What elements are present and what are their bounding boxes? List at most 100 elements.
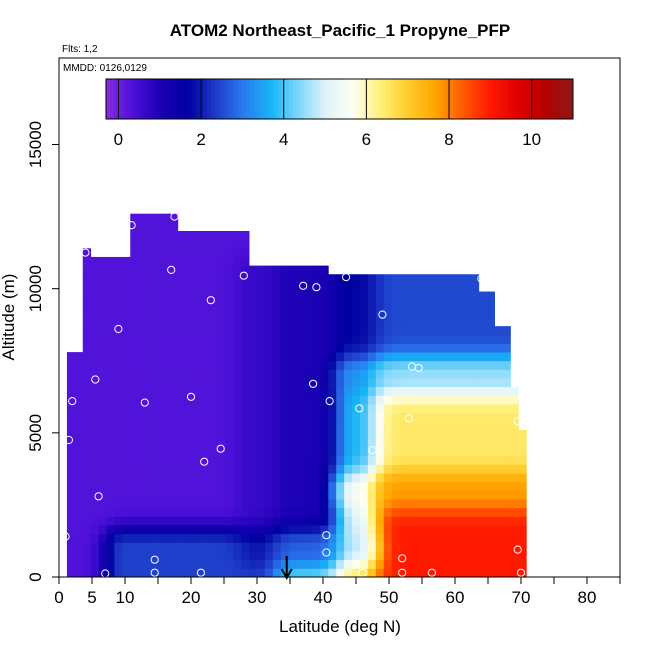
heatmap-cell bbox=[455, 404, 464, 414]
heatmap-cell bbox=[106, 421, 115, 431]
heatmap-cell bbox=[336, 481, 345, 491]
heatmap-cell bbox=[455, 429, 464, 439]
heatmap-cell bbox=[288, 429, 297, 439]
heatmap-cell bbox=[193, 551, 202, 561]
heatmap-cell bbox=[138, 300, 147, 310]
heatmap-cell bbox=[98, 395, 107, 405]
heatmap-cell bbox=[130, 525, 139, 535]
heatmap-cell bbox=[177, 499, 187, 509]
heatmap-cell bbox=[486, 499, 495, 509]
heatmap-cell bbox=[367, 551, 377, 561]
heatmap-cell bbox=[249, 551, 258, 561]
colorbar-segment bbox=[129, 79, 134, 119]
heatmap-cell bbox=[423, 429, 432, 439]
heatmap-cell bbox=[74, 559, 84, 569]
heatmap-cell bbox=[264, 300, 274, 310]
heatmap-cell bbox=[518, 559, 527, 569]
heatmap-cell bbox=[74, 455, 84, 465]
heatmap-cell bbox=[193, 438, 202, 448]
heatmap-cell bbox=[415, 360, 424, 370]
heatmap-cell bbox=[344, 334, 353, 344]
heatmap-cell bbox=[82, 542, 92, 552]
heatmap-cell bbox=[510, 499, 519, 509]
heatmap-cell bbox=[264, 274, 274, 284]
heatmap-cell bbox=[399, 421, 408, 431]
heatmap-cell bbox=[146, 231, 155, 241]
heatmap-cell bbox=[296, 334, 305, 344]
heatmap-cell bbox=[217, 369, 226, 379]
heatmap-cell bbox=[209, 447, 218, 457]
heatmap-cell bbox=[510, 481, 519, 491]
heatmap-cell bbox=[486, 369, 495, 379]
colorbar-segment bbox=[541, 79, 547, 119]
heatmap-cell bbox=[439, 568, 448, 578]
heatmap-cell bbox=[154, 499, 163, 509]
heatmap-cell bbox=[423, 404, 432, 414]
heatmap-cell bbox=[209, 499, 218, 509]
colorbar-segment bbox=[401, 79, 407, 119]
heatmap-cell bbox=[249, 455, 258, 465]
heatmap-cell bbox=[304, 559, 313, 569]
heatmap-cell bbox=[66, 352, 76, 362]
heatmap-cell bbox=[241, 378, 250, 388]
heatmap-cell bbox=[169, 568, 179, 578]
heatmap-cell bbox=[423, 352, 432, 362]
heatmap-cell bbox=[478, 516, 488, 526]
heatmap-cell bbox=[304, 516, 313, 526]
heatmap-cell bbox=[146, 525, 155, 535]
heatmap-cell bbox=[98, 404, 107, 414]
heatmap-cell bbox=[264, 343, 274, 353]
heatmap-cell bbox=[415, 490, 424, 500]
heatmap-cell bbox=[415, 343, 424, 353]
heatmap-cell bbox=[217, 516, 226, 526]
heatmap-cell bbox=[367, 326, 377, 336]
heatmap-cell bbox=[217, 542, 226, 552]
heatmap-cell bbox=[288, 455, 297, 465]
heatmap-cell bbox=[138, 378, 147, 388]
heatmap-cell bbox=[146, 308, 155, 318]
heatmap-cell bbox=[367, 352, 377, 362]
heatmap-cell bbox=[122, 559, 131, 569]
heatmap-cell bbox=[296, 542, 305, 552]
heatmap-cell bbox=[82, 291, 92, 301]
heatmap-cell bbox=[447, 412, 456, 422]
colorbar-segment bbox=[436, 79, 442, 119]
heatmap-cell bbox=[415, 438, 424, 448]
heatmap-cell bbox=[328, 499, 337, 509]
heatmap-cell bbox=[177, 412, 187, 422]
heatmap-cell bbox=[98, 386, 107, 396]
heatmap-cell bbox=[304, 404, 313, 414]
heatmap-cell bbox=[455, 300, 464, 310]
heatmap-cell bbox=[336, 317, 345, 327]
heatmap-cell bbox=[470, 378, 480, 388]
heatmap-cell bbox=[391, 326, 400, 336]
heatmap-cell bbox=[241, 308, 250, 318]
heatmap-cell bbox=[217, 568, 226, 578]
heatmap-cell bbox=[106, 352, 115, 362]
x-tick-label: 5 bbox=[87, 588, 96, 607]
heatmap-cell bbox=[130, 473, 139, 483]
y-tick-label: 15000 bbox=[26, 121, 45, 168]
heatmap-cell bbox=[336, 282, 345, 292]
heatmap-cell bbox=[336, 447, 345, 457]
heatmap-cell bbox=[383, 525, 393, 535]
heatmap-cell bbox=[359, 334, 369, 344]
heatmap-cell bbox=[486, 438, 495, 448]
heatmap-cell bbox=[146, 516, 155, 526]
heatmap-cell bbox=[122, 473, 131, 483]
heatmap-cell bbox=[328, 378, 337, 388]
heatmap-cell bbox=[217, 248, 226, 258]
heatmap-cell bbox=[161, 300, 171, 310]
colorbar-frame bbox=[105, 78, 574, 120]
heatmap-cell bbox=[447, 369, 456, 379]
heatmap-cell bbox=[161, 360, 171, 370]
heatmap-cell bbox=[225, 516, 234, 526]
colorbar-segment bbox=[261, 79, 267, 119]
heatmap-cell bbox=[439, 455, 448, 465]
heatmap-cell bbox=[391, 438, 400, 448]
flights-label: Flts: 1,2 bbox=[62, 44, 98, 55]
heatmap-cell bbox=[272, 464, 282, 474]
heatmap-cell bbox=[146, 507, 155, 517]
heatmap-cell bbox=[209, 326, 218, 336]
heatmap-cell bbox=[217, 282, 226, 292]
